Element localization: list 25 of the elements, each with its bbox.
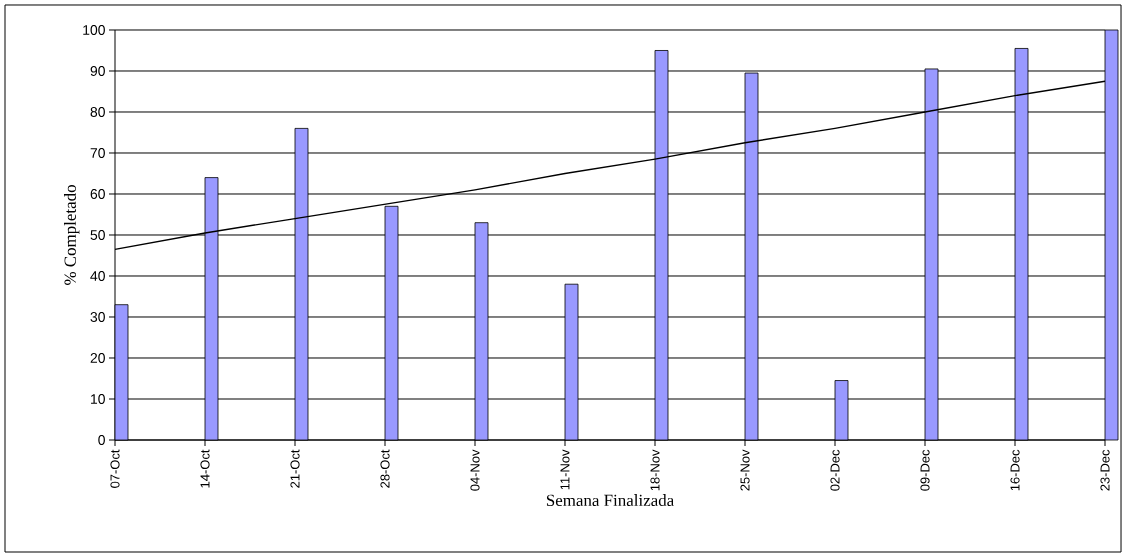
y-tick-label: 80: [90, 107, 105, 117]
y-tick-label: 100: [83, 25, 105, 35]
x-tick-label: 25-Nov: [740, 449, 750, 491]
y-tick-label: 50: [90, 230, 105, 240]
x-tick-label: 07-Oct: [110, 449, 120, 488]
y-tick-label: 40: [90, 271, 105, 281]
x-tick-label: 28-Oct: [380, 449, 390, 488]
x-tick-label: 16-Dec: [1010, 449, 1020, 491]
y-tick-label: 70: [90, 148, 105, 158]
x-tick-label: 21-Oct: [290, 449, 300, 488]
x-tick-label: 09-Dec: [920, 449, 930, 491]
y-tick-label: 90: [90, 66, 105, 76]
y-tick-label: 30: [90, 312, 105, 322]
y-tick-label: 20: [90, 353, 105, 363]
x-tick-label: 02-Dec: [830, 449, 840, 491]
x-axis-title: Semana Finalizada: [546, 494, 674, 507]
y-axis-title: % Completado: [64, 185, 80, 285]
x-tick-label: 18-Nov: [650, 449, 660, 491]
x-tick-label: 04-Nov: [470, 449, 480, 491]
y-tick-label: 0: [98, 435, 105, 445]
x-tick-label: 14-Oct: [200, 449, 210, 488]
x-tick-label: 23-Dec: [1100, 449, 1110, 491]
y-tick-label: 10: [91, 394, 105, 404]
x-tick-label: 11-Nov: [560, 449, 570, 490]
y-tick-label: 60: [90, 189, 105, 199]
